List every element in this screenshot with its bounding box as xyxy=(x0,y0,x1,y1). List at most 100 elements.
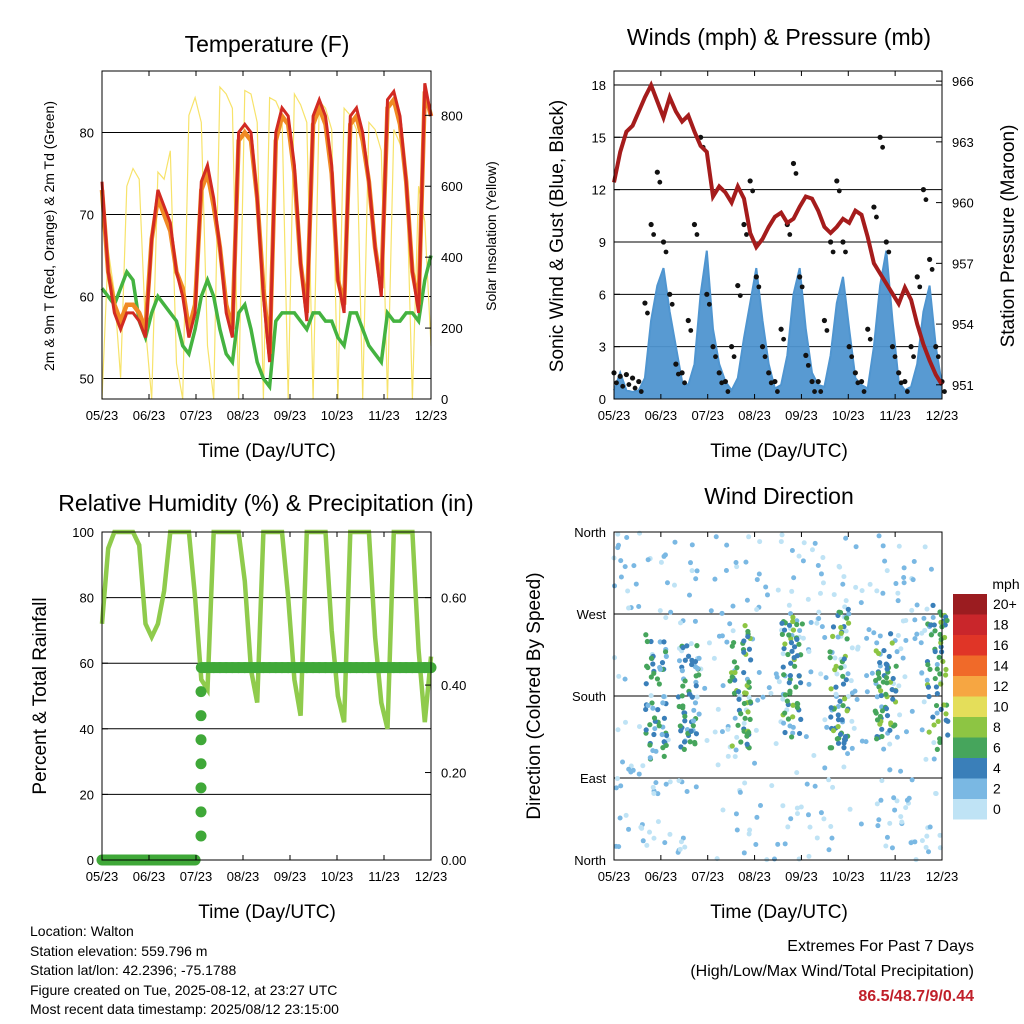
direction-point xyxy=(676,778,682,784)
direction-point xyxy=(909,777,915,783)
direction-point xyxy=(647,722,653,728)
x-tick-label: 10/23 xyxy=(321,869,354,884)
direction-point xyxy=(663,732,670,738)
colorbar-swatch xyxy=(953,799,987,820)
direction-point xyxy=(756,571,762,577)
gust-point xyxy=(737,293,743,298)
direction-point xyxy=(843,628,849,634)
direction-point xyxy=(743,690,749,696)
direction-point xyxy=(686,592,692,598)
pressure-line xyxy=(612,80,944,386)
direction-point xyxy=(874,694,880,700)
direction-point xyxy=(840,702,846,709)
gust-point xyxy=(716,370,722,376)
x-tick-label: 11/23 xyxy=(879,869,911,884)
y2-tick-label: 200 xyxy=(441,321,463,336)
direction-point xyxy=(837,698,843,704)
direction-point xyxy=(849,690,855,696)
colorbar-swatch xyxy=(953,676,987,697)
direction-point xyxy=(734,564,740,570)
direction-point xyxy=(908,840,914,846)
direction-point xyxy=(800,635,806,641)
gust-point xyxy=(657,179,663,185)
y-tick-label: 3 xyxy=(599,340,606,355)
winds-ylabel: Sonic Wind & Gust (Blue, Black) xyxy=(547,100,568,372)
gust-point xyxy=(632,385,638,391)
direction-point xyxy=(815,563,821,569)
direction-point xyxy=(827,745,833,751)
direction-point xyxy=(940,658,946,665)
direction-point xyxy=(692,741,698,747)
direction-point xyxy=(791,655,797,661)
direction-point xyxy=(934,690,940,697)
gust-point xyxy=(762,354,768,360)
direction-point xyxy=(622,719,628,725)
direction-point xyxy=(898,646,904,652)
gust-point xyxy=(821,317,828,324)
direction-point xyxy=(741,669,747,676)
gust-point xyxy=(914,274,920,280)
direction-point xyxy=(744,741,750,747)
direction-title: Wind Direction xyxy=(704,483,854,509)
direction-point xyxy=(858,821,864,827)
direction-point xyxy=(779,620,785,626)
colorbar-label: 12 xyxy=(993,678,1009,694)
x-tick-label: 09/23 xyxy=(274,408,307,423)
direction-point xyxy=(827,649,833,655)
direction-point xyxy=(733,559,739,565)
direction-point xyxy=(647,829,653,835)
direction-point xyxy=(884,666,890,672)
temperature-title: Temperature (F) xyxy=(185,31,350,57)
direction-point xyxy=(643,632,649,638)
direction-point xyxy=(730,628,736,634)
y-tick-label: North xyxy=(574,853,606,868)
station-info: Location: Walton Station elevation: 559.… xyxy=(30,922,339,1020)
direction-point xyxy=(730,603,736,609)
direction-point xyxy=(659,731,665,738)
direction-point xyxy=(675,694,682,700)
gust-point xyxy=(651,232,657,237)
direction-point xyxy=(655,707,661,713)
direction-point xyxy=(694,568,700,574)
direction-point xyxy=(682,844,688,850)
gust-point xyxy=(911,354,916,360)
y2-tick-label: 400 xyxy=(441,250,463,265)
direction-point xyxy=(742,623,748,629)
direction-point xyxy=(789,588,795,594)
direction-point xyxy=(735,688,742,695)
direction-point xyxy=(727,678,733,684)
direction-point xyxy=(782,641,788,647)
direction-point xyxy=(832,655,838,661)
direction-point xyxy=(892,807,898,813)
direction-point xyxy=(845,606,851,612)
gust-point xyxy=(685,317,691,324)
direction-point xyxy=(798,716,804,723)
direction-point xyxy=(841,740,847,746)
direction-point xyxy=(659,659,666,666)
direction-point xyxy=(853,584,859,590)
direction-point xyxy=(901,574,907,580)
direction-point xyxy=(903,805,909,811)
direction-point xyxy=(729,743,735,749)
direction-point xyxy=(841,656,847,662)
direction-point xyxy=(692,700,699,706)
direction-point xyxy=(779,532,785,538)
direction-point xyxy=(871,630,877,636)
direction-point xyxy=(654,676,661,682)
gust-point xyxy=(824,328,830,333)
direction-point xyxy=(667,831,673,837)
colorbar-swatch xyxy=(953,614,987,635)
direction-point xyxy=(932,648,938,655)
direction-point xyxy=(735,722,741,728)
direction-point xyxy=(919,630,925,636)
direction-point xyxy=(737,789,743,795)
direction-point xyxy=(875,670,882,676)
direction-point xyxy=(711,655,717,661)
direction-point xyxy=(678,620,684,626)
direction-point xyxy=(681,739,688,745)
direction-point xyxy=(754,607,760,613)
gust-point xyxy=(849,354,855,360)
direction-point xyxy=(677,723,683,729)
direction-point xyxy=(785,824,791,830)
direction-panel: Wind Direction NorthEastSouthWestNorth05… xyxy=(524,483,1020,923)
